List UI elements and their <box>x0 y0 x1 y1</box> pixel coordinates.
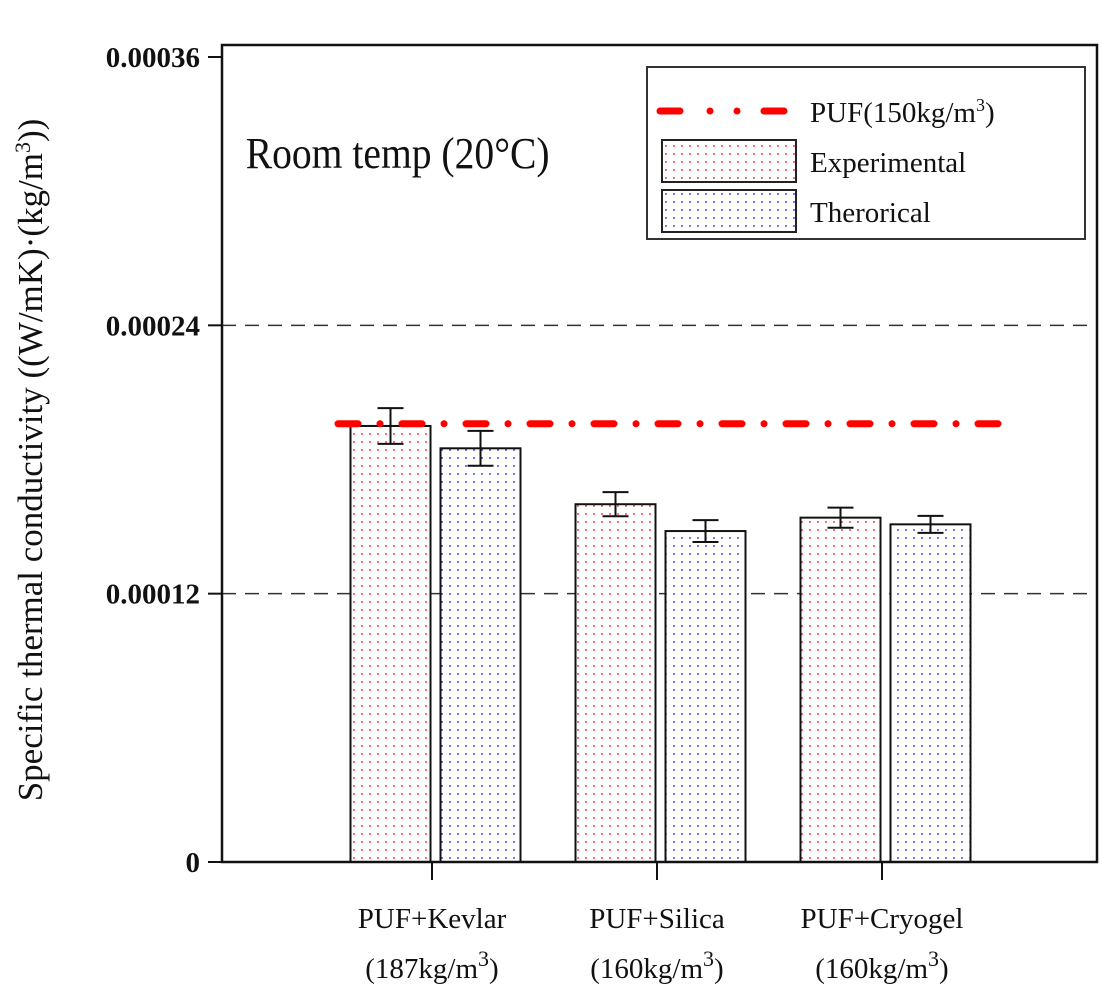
x-tick-label-density: (160kg/m3) <box>815 946 948 985</box>
y-tick-label: 0.00024 <box>106 310 200 342</box>
legend-reference-label: PUF(150kg/m3) <box>810 95 995 129</box>
y-tick-label: 0.00012 <box>106 579 200 611</box>
x-tick-label-density: (160kg/m3) <box>590 946 723 985</box>
y-axis-label: Specific thermal conductivity ((W/mK)·(k… <box>10 119 50 802</box>
plot-frame <box>220 43 1099 864</box>
x-tick-label: PUF+Silica <box>589 903 725 935</box>
x-axis: PUF+Kevlar (187kg/m3) PUF+Silica (160kg/m3)… <box>358 862 964 985</box>
x-tick-label-density: (187kg/m3) <box>365 946 498 985</box>
legend-experimental-swatch <box>661 139 797 183</box>
bars <box>349 407 972 864</box>
theoretical-bar <box>889 523 972 863</box>
x-tick-label: PUF+Kevlar <box>358 903 507 935</box>
experimental-bar <box>349 424 432 863</box>
theoretical-bar <box>664 530 747 863</box>
y-tick-label: 0.00036 <box>106 42 200 74</box>
legend-experimental-label: Experimental <box>810 147 966 179</box>
legend: PUF(150kg/m3) Experimental Therorical <box>646 66 1086 240</box>
experimental-bar <box>574 503 657 863</box>
legend-theoretical-label: Therorical <box>810 197 931 229</box>
experimental-bar <box>799 516 882 864</box>
room-temp-annotation: Room temp (20°C) <box>246 130 550 178</box>
x-tick-label: PUF+Cryogel <box>801 903 964 935</box>
y-tick-label: 0 <box>186 847 201 879</box>
theoretical-bar <box>439 447 522 863</box>
legend-theoretical-swatch <box>661 189 797 233</box>
y-axis: 0 0.00012 0.00024 0.00036 <box>106 42 222 879</box>
